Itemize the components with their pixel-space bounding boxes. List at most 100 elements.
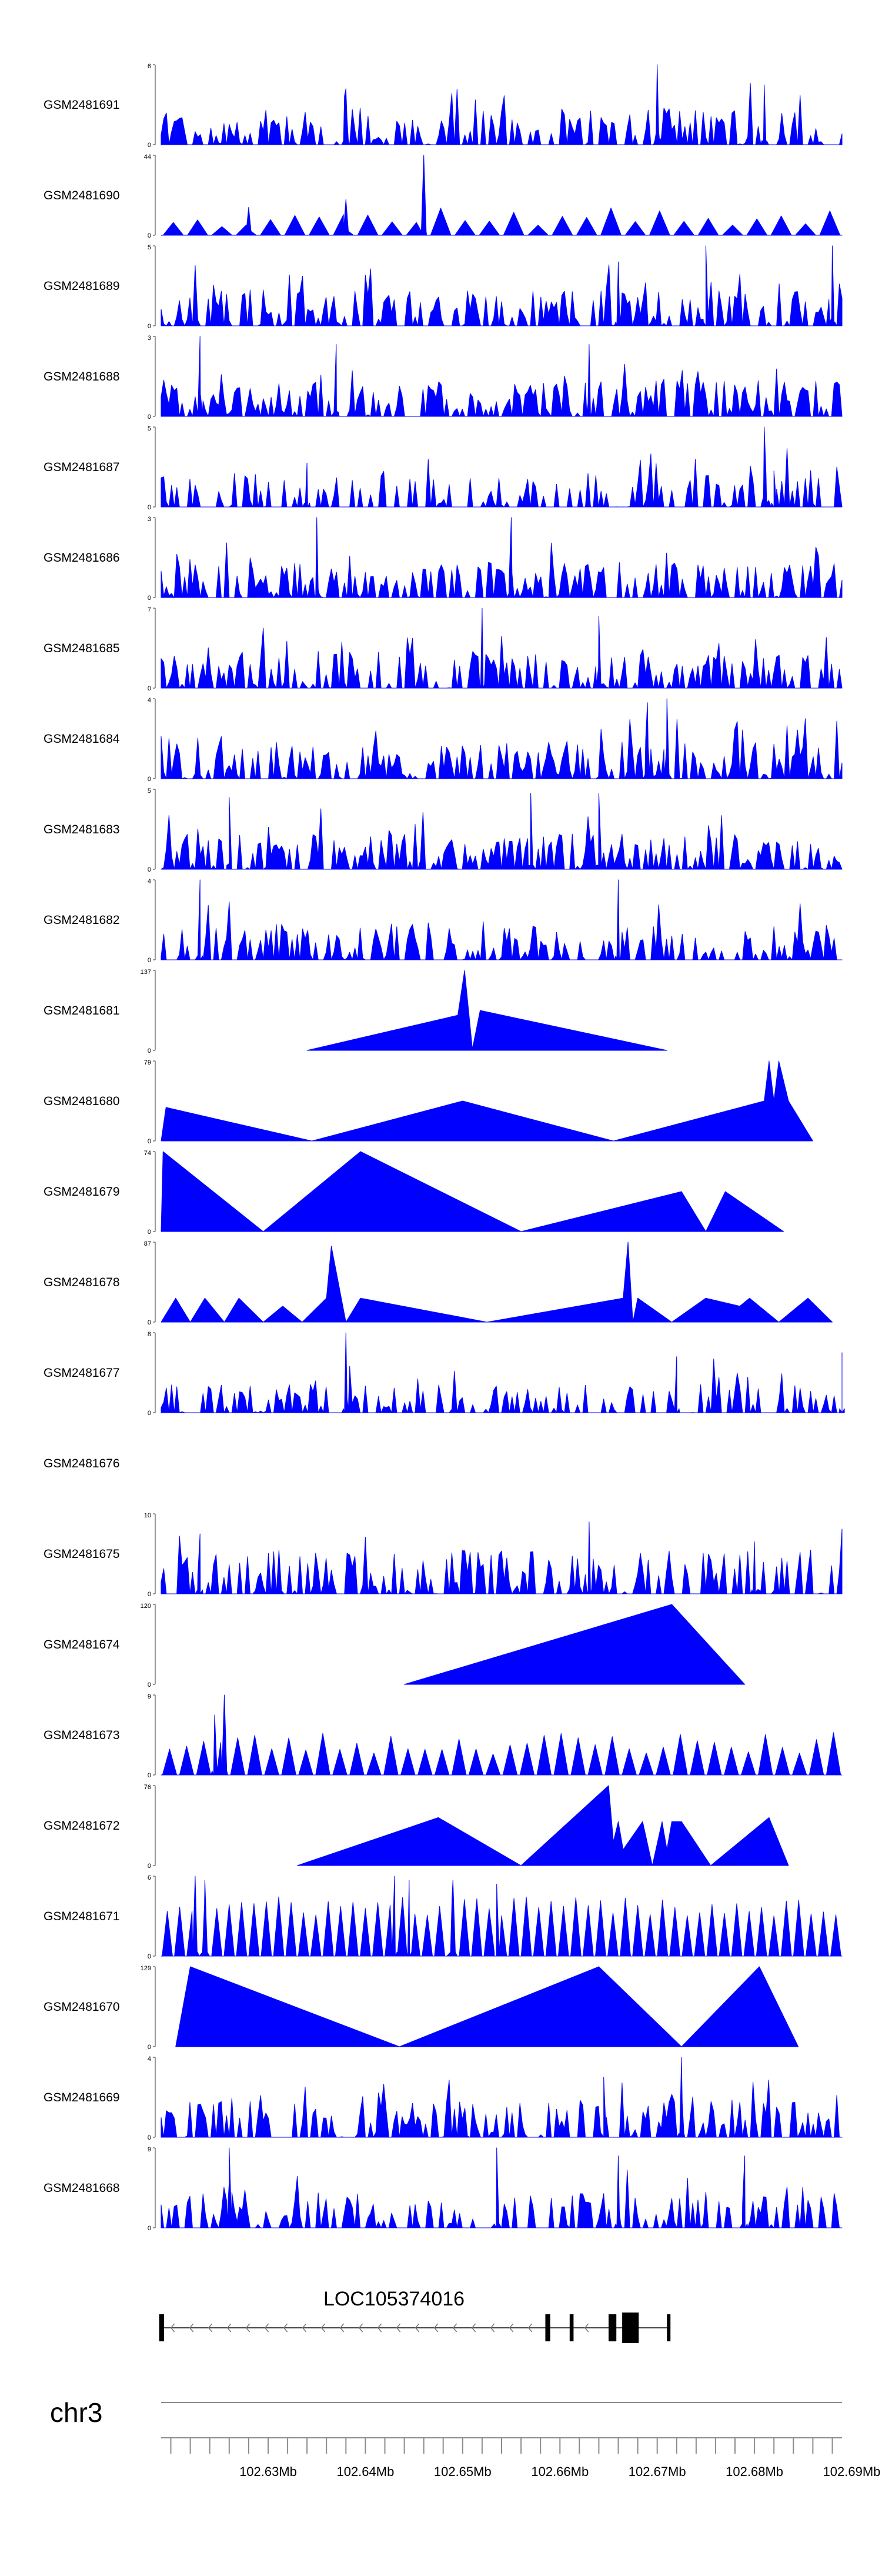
strand-arrow [396,2323,401,2333]
y-axis-max-label: 87 [144,1240,151,1247]
y-axis-max-label: 120 [141,1603,151,1610]
track-label: GSM2481681 [44,1004,120,1017]
genome-axis: chr3 102.63Mb 102.64Mb 102.65Mb 102.66Mb 102… [50,2397,880,2479]
strand-arrow [226,2323,232,2333]
coverage-area [161,155,843,236]
track-label: GSM2481671 [44,1910,120,1923]
gene-region-track: LOC105374016 [159,2288,671,2343]
y-axis-max-label: 3 [148,335,151,342]
track-GSM2481686: GSM2481686 3 0 [44,516,843,602]
track-label: GSM2481672 [44,1819,120,1833]
y-axis-min-label: 0 [148,1047,151,1055]
coverage-area [161,1242,833,1323]
track-GSM2481675: GSM2481675 10 0 [44,1512,843,1598]
y-axis-max-label: 5 [148,788,151,795]
track-GSM2481669: GSM2481669 4 0 [44,2056,843,2141]
data-tracks: GSM248169160GSM2481690440GSM248168950GSM… [44,63,845,2232]
track-GSM2481677: GSM2481677 8 0 [44,1331,845,1417]
y-axis-max-label: 6 [148,1874,151,1881]
y-axis-max-label: 8 [148,1331,151,1338]
track-GSM2481672: GSM2481672 76 0 [44,1784,789,1870]
y-axis-min-label: 0 [148,1138,151,1145]
track-label: GSM2481688 [44,370,120,383]
y-axis-min-label: 0 [148,323,151,330]
y-axis-max-label: 4 [148,878,151,885]
y-axis-min-label: 0 [148,1681,151,1689]
strand-arrow [358,2323,363,2333]
y-axis-min-label: 0 [148,1410,151,1417]
track-GSM2481670: GSM2481670 129 0 [44,1965,799,2051]
coverage-area [175,1966,799,2047]
y-axis-max-label: 76 [144,1784,151,1791]
y-axis-min-label: 0 [148,866,151,873]
track-label: GSM2481686 [44,551,120,565]
track-GSM2481676: GSM2481676 [44,1457,120,1470]
coverage-area [161,698,843,779]
coverage-area [297,1785,789,1866]
y-axis-max-label: 5 [148,425,151,432]
y-axis-min-label: 0 [148,1229,151,1236]
coverage-area [161,2147,843,2228]
track-GSM2481674: GSM2481674 120 0 [44,1603,746,1689]
y-axis-min-label: 0 [148,1591,151,1598]
coverage-area [161,2057,843,2138]
axis-tick-label: 102.65Mb [434,2464,492,2479]
gene-exon [622,2313,639,2343]
track-label: GSM2481679 [44,1185,120,1199]
y-axis-max-label: 7 [148,606,151,613]
gene-exon [667,2314,671,2341]
track-GSM2481673: GSM2481673 9 0 [44,1693,843,1779]
strand-arrow [509,2323,514,2333]
axis-tick-label: 102.64Mb [336,2464,394,2479]
axis-tick-label: 102.63Mb [239,2464,297,2479]
y-axis-min-label: 0 [148,1319,151,1326]
strand-arrow [339,2323,345,2333]
y-axis-max-label: 3 [148,516,151,523]
chromosome-label: chr3 [50,2397,102,2428]
y-axis-min-label: 0 [148,413,151,421]
track-GSM2481668: GSM2481668 9 0 [44,2146,843,2232]
gene-exon [608,2314,617,2341]
gene-name-label: LOC105374016 [323,2288,465,2310]
y-axis-max-label: 79 [144,1059,151,1066]
track-label: GSM2481670 [44,2000,120,2014]
axis-ticks: 102.63Mb 102.64Mb 102.65Mb 102.66Mb 102.67Mb… [170,2438,880,2479]
coverage-area [161,64,843,145]
track-GSM2481683: GSM2481683 5 0 [44,788,843,873]
strand-arrow [245,2323,250,2333]
track-label: GSM2481683 [44,823,120,836]
strand-arrow [452,2323,457,2333]
strand-arrow [264,2323,269,2333]
strand-arrow [490,2323,495,2333]
y-axis-max-label: 129 [141,1965,151,1972]
y-axis-max-label: 9 [148,1693,151,1700]
track-label: GSM2481674 [44,1638,120,1651]
y-axis-max-label: 6 [148,63,151,70]
gene-exon [569,2314,574,2341]
coverage-area [161,245,843,326]
coverage-area [306,970,667,1051]
track-label: GSM2481689 [44,279,120,293]
y-axis-min-label: 0 [148,1863,151,1870]
strand-arrow [471,2323,476,2333]
y-axis-max-label: 4 [148,2056,151,2063]
track-label: GSM2481682 [44,913,120,927]
y-axis-min-label: 0 [148,957,151,964]
y-axis-min-label: 0 [148,2225,151,2232]
strand-arrow [377,2323,382,2333]
track-label: GSM2481673 [44,1729,120,1742]
track-label: GSM2481691 [44,98,120,112]
gene-model [159,2313,671,2343]
y-axis-min-label: 0 [148,1953,151,1960]
y-axis-max-label: 10 [144,1512,151,1519]
axis-tick-label: 102.68Mb [726,2464,783,2479]
axis-tick-label: 102.67Mb [629,2464,686,2479]
track-GSM2481688: GSM2481688 3 0 [44,335,843,421]
y-axis-min-label: 0 [148,232,151,239]
coverage-area [161,1060,813,1142]
coverage-area [161,879,843,960]
strand-arrow [170,2323,175,2333]
coverage-area [161,426,843,508]
track-GSM2481679: GSM2481679 74 0 [44,1150,784,1236]
